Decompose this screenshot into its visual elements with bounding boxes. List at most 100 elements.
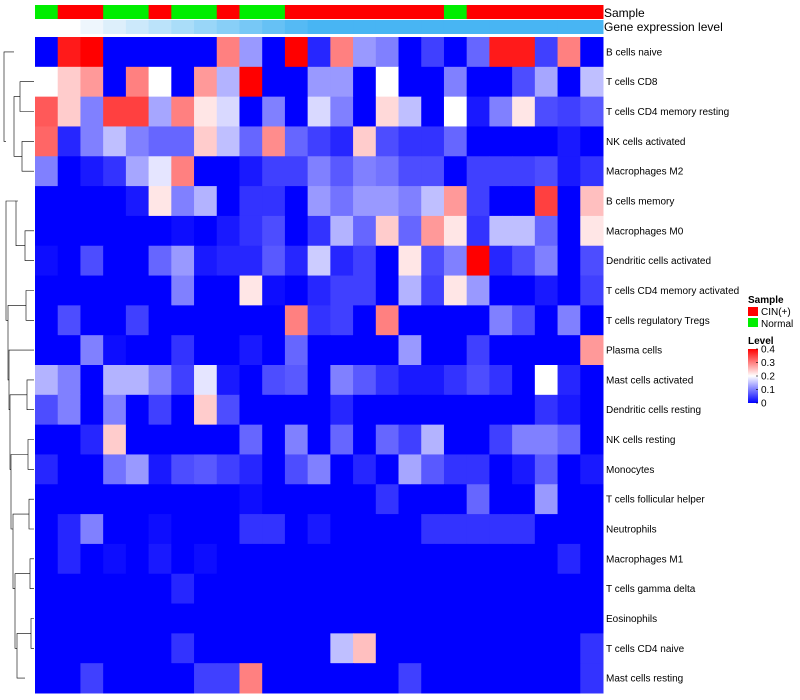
heatmap-cell <box>330 543 354 575</box>
heatmap-cell <box>557 126 581 157</box>
dendrogram-branch <box>27 439 34 470</box>
heatmap-cell <box>421 37 445 68</box>
heatmap-cell <box>375 663 400 694</box>
sample-track-cell <box>534 5 559 19</box>
legend-label-normal: Normal <box>761 319 793 330</box>
heatmap-cell <box>35 66 59 98</box>
sample-track-cell <box>398 5 422 19</box>
heatmap-cell <box>148 603 172 634</box>
heatmap-cell <box>216 633 240 664</box>
heatmap-cell <box>239 37 263 68</box>
heatmap-cell <box>580 305 604 336</box>
heatmap-cell <box>57 66 81 98</box>
heatmap-cell <box>375 37 400 68</box>
heatmap-cell <box>262 37 286 68</box>
row-label: Macrophages M1 <box>606 554 684 565</box>
heatmap-cell <box>330 633 354 664</box>
heatmap-cell <box>330 156 354 187</box>
heatmap-cell <box>534 335 559 366</box>
heatmap-cell <box>35 215 59 247</box>
heatmap-cell <box>398 66 422 98</box>
heatmap-cell <box>307 484 331 515</box>
heatmap-cell <box>375 305 400 336</box>
heatmap-cell <box>35 275 59 306</box>
heatmap-cell <box>171 633 195 664</box>
dendrogram-branch <box>10 454 28 530</box>
heatmap-cell <box>35 424 59 455</box>
heatmap-cell <box>557 633 581 664</box>
heatmap-cell <box>534 573 559 605</box>
dendrogram-branch <box>15 200 25 246</box>
heatmap-cell <box>398 573 422 605</box>
heatmap-cell <box>239 245 263 277</box>
heatmap-cell <box>284 633 309 664</box>
heatmap-cell <box>353 215 377 247</box>
heatmap-cell <box>216 215 240 247</box>
heatmap-cell <box>262 543 286 575</box>
heatmap-cell <box>194 365 218 396</box>
heatmap-cell <box>103 573 127 605</box>
heatmap-cell <box>398 663 422 694</box>
heatmap-cell <box>353 275 377 306</box>
heatmap-cell <box>534 484 559 515</box>
row-label: Macrophages M2 <box>606 167 684 178</box>
heatmap-cell <box>103 454 127 485</box>
heatmap-cell <box>580 335 604 366</box>
heatmap-cell <box>80 66 104 98</box>
heatmap-cell <box>489 96 513 127</box>
heatmap-cell <box>557 573 581 605</box>
heatmap-cell <box>171 215 195 247</box>
heatmap-cell <box>330 126 354 157</box>
expression-track-cell <box>307 20 331 34</box>
heatmap-cell <box>194 245 218 277</box>
heatmap-cell <box>375 365 400 396</box>
sample-track-cell <box>125 5 150 19</box>
heatmap-cell <box>35 394 59 426</box>
sample-track-cell <box>512 5 536 19</box>
heatmap-cell <box>239 484 263 515</box>
heatmap-cell <box>557 335 581 366</box>
heatmap-cell <box>262 424 286 455</box>
sample-track-cell <box>307 5 331 19</box>
heatmap-cell <box>307 215 331 247</box>
heatmap-cell <box>375 454 400 485</box>
heatmap-cell <box>398 215 422 247</box>
heatmap-cell <box>534 514 559 545</box>
heatmap-cell <box>239 96 263 127</box>
heatmap-cell <box>239 275 263 306</box>
heatmap-cell <box>284 37 309 68</box>
heatmap-cell <box>194 484 218 515</box>
row-label: T cells follicular helper <box>606 495 705 506</box>
heatmap-cell <box>580 424 604 455</box>
expression-track-cell <box>443 20 468 34</box>
heatmap-cell <box>534 365 559 396</box>
heatmap-cell <box>489 573 513 605</box>
heatmap-cell <box>262 156 286 187</box>
heatmap-cell <box>489 215 513 247</box>
heatmap-cell <box>353 66 377 98</box>
heatmap-cell <box>534 454 559 485</box>
heatmap-cell <box>421 424 445 455</box>
heatmap-cell <box>239 365 263 396</box>
heatmap-cell <box>512 275 536 306</box>
sample-annotation-track <box>35 5 604 19</box>
heatmap-cell <box>512 633 536 664</box>
heatmap-cell <box>80 275 104 306</box>
heatmap-cell <box>57 484 81 515</box>
heatmap-cell <box>262 573 286 605</box>
heatmap-cell <box>148 275 172 306</box>
dendrogram-branch <box>30 618 34 649</box>
heatmap-cell <box>353 305 377 336</box>
heatmap-cell <box>57 126 81 157</box>
sample-track-cell <box>421 5 445 19</box>
heatmap-cell <box>262 275 286 306</box>
dendrogram-branch <box>5 200 16 321</box>
heatmap-cell <box>216 37 240 68</box>
heatmap-cell <box>80 484 104 515</box>
heatmap-cell <box>330 66 354 98</box>
heatmap-cell <box>57 186 81 217</box>
row-label: NK cells resting <box>606 435 675 446</box>
dendrogram-branch <box>13 96 22 157</box>
heatmap-cell <box>398 126 422 157</box>
heatmap-cell <box>103 424 127 455</box>
